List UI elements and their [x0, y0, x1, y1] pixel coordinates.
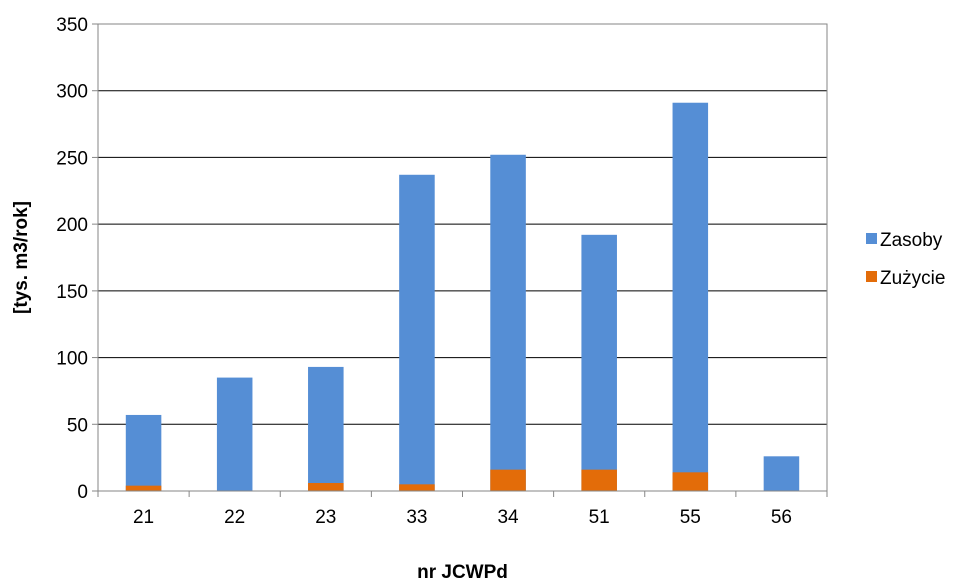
y-tick-label: 100 — [56, 349, 88, 370]
legend-swatch-zużycie — [866, 271, 877, 282]
x-tick-label: 51 — [589, 507, 610, 528]
legend-swatch-zasoby — [866, 233, 877, 244]
x-tick-label: 33 — [406, 507, 427, 528]
y-tick-label: 300 — [56, 82, 88, 103]
y-tick-label: 150 — [56, 282, 88, 303]
legend: Zasoby Zużycie — [866, 230, 945, 289]
x-tick-label: 23 — [315, 507, 336, 528]
plot-area-border — [97, 23, 828, 492]
x-tick-label: 55 — [680, 507, 701, 528]
bars — [125, 102, 800, 492]
legend-label: Zasoby — [880, 230, 943, 251]
bar-zasoby-34 — [490, 154, 526, 491]
bar-zasoby-21 — [125, 414, 162, 491]
x-axis-title: nr JCWPd — [417, 562, 508, 583]
y-tick-label: 0 — [77, 482, 88, 503]
bar-zasoby-23 — [308, 366, 344, 491]
x-tick-labels: 21 22 23 33 34 51 55 56 — [133, 507, 792, 528]
x-tick-label: 22 — [224, 507, 245, 528]
y-tick-label: 200 — [56, 215, 88, 236]
axes — [97, 23, 828, 492]
bar-zużycie-23 — [308, 482, 344, 491]
bar-zasoby-22 — [216, 377, 253, 491]
bar-zużycie-21 — [125, 485, 162, 491]
y-tick-label: 50 — [67, 415, 88, 436]
bar-zasoby-55 — [672, 102, 709, 492]
bar-zasoby-51 — [581, 234, 617, 491]
bar-zasoby-33 — [399, 174, 435, 491]
x-tick-label: 34 — [497, 507, 519, 528]
y-tick-label: 350 — [56, 15, 88, 36]
bar-zużycie-34 — [490, 469, 526, 491]
bar-zasoby-56 — [763, 456, 800, 491]
bar-zużycie-33 — [399, 484, 435, 491]
y-axis-title: [tys. m3/rok] — [11, 201, 32, 314]
y-gridlines — [92, 23, 828, 497]
x-tick-label: 56 — [771, 507, 792, 528]
legend-label: Zużycie — [880, 268, 945, 289]
x-tick-label: 21 — [133, 507, 154, 528]
y-tick-label: 250 — [56, 148, 88, 169]
bar-zużycie-51 — [581, 469, 617, 491]
y-tick-labels: 0 50 100 150 200 250 300 350 — [56, 15, 88, 503]
bar-zużycie-55 — [672, 472, 709, 491]
